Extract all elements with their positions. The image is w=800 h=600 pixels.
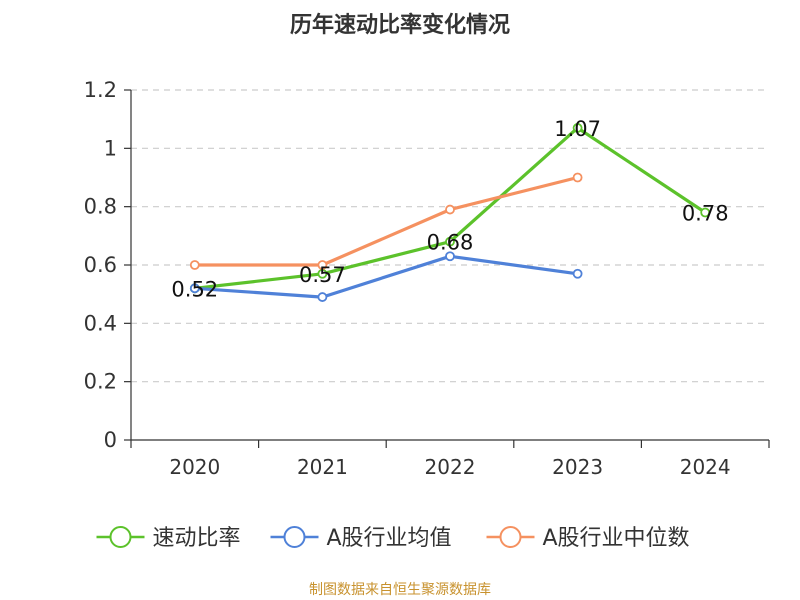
series-1-point xyxy=(317,292,328,302)
data-label: 0.57 xyxy=(299,263,346,287)
data-labels: 0.52 0.57 0.68 1.07 0.78 xyxy=(171,117,728,301)
y-tick-label: 0.6 xyxy=(84,253,117,277)
source-note: 制图数据来自恒生聚源数据库 xyxy=(309,582,491,598)
x-tick-label: 2023 xyxy=(552,455,603,479)
y-tick-label: 0.2 xyxy=(84,370,117,394)
axes: 0 0.2 0.4 0.6 0.8 1 1.2 2020 2021 2022 2023 2024 xyxy=(84,78,770,479)
legend[interactable]: 速动比率 A股行业均值 A股行业中位数 xyxy=(96,526,690,551)
series-0-point xyxy=(445,236,455,247)
series-lines xyxy=(189,123,711,302)
legend-circle-icon xyxy=(109,526,132,548)
y-tick-label: 1.2 xyxy=(84,78,117,102)
series-2-point xyxy=(189,260,200,270)
legend-item-2[interactable]: A股行业中位数 xyxy=(486,526,690,551)
data-label: 0.68 xyxy=(427,231,474,255)
series-2-point xyxy=(572,172,583,183)
data-label: 0.52 xyxy=(171,277,218,301)
y-tick-label: 0.8 xyxy=(84,195,117,219)
data-label: 1.07 xyxy=(554,117,601,141)
x-tick-label: 2020 xyxy=(169,455,220,479)
data-label: 0.78 xyxy=(682,202,729,226)
chart-title: 历年速动比率变化情况 xyxy=(290,12,510,38)
series-2-point xyxy=(317,260,328,270)
x-tick-label: 2024 xyxy=(680,455,731,479)
series-2-line xyxy=(193,175,580,267)
legend-label: A股行业中位数 xyxy=(543,526,690,551)
y-tick-label: 0 xyxy=(104,428,117,452)
legend-label: 速动比率 xyxy=(153,526,241,551)
series-1-point xyxy=(445,251,455,262)
series-1-line xyxy=(193,254,580,299)
series-1-point xyxy=(189,283,200,294)
legend-item-0[interactable]: 速动比率 xyxy=(96,526,241,551)
series-0-point xyxy=(572,123,583,133)
series-0-point xyxy=(700,207,711,218)
series-1-point xyxy=(572,268,583,279)
y-tick-label: 0.4 xyxy=(84,311,117,335)
y-tick-label: 1 xyxy=(104,136,117,160)
legend-label: A股行业均值 xyxy=(327,526,452,551)
legend-circle-icon xyxy=(283,526,306,548)
legend-circle-icon xyxy=(499,526,522,548)
legend-item-1[interactable]: A股行业均值 xyxy=(270,526,452,551)
x-tick-label: 2022 xyxy=(425,455,476,479)
series-2-point xyxy=(445,204,455,215)
x-tick-label: 2021 xyxy=(297,455,348,479)
